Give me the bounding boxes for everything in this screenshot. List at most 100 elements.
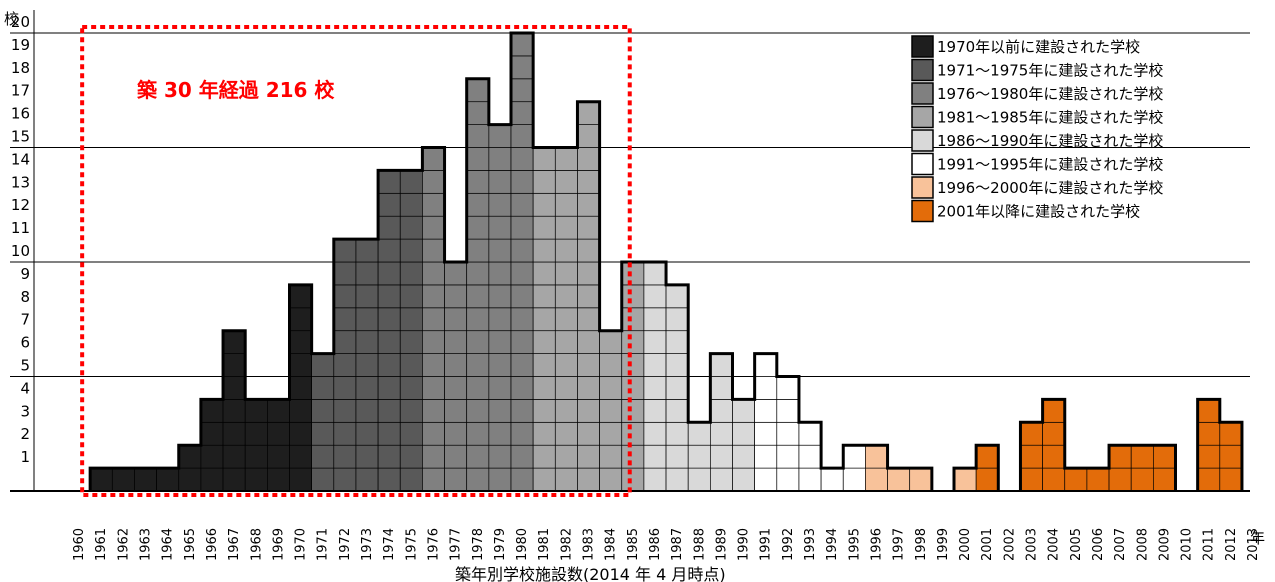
bar-cell [355,330,379,354]
x-tick-label: 1997 [892,528,907,561]
bar-cell [1197,444,1221,469]
bar-cell [355,467,379,492]
bar-cell [732,467,755,492]
bar-cell [532,170,556,194]
bar-cell [444,261,468,286]
bar-cell [178,467,202,492]
bar-cell [422,192,445,217]
x-tick-label: 2002 [1002,528,1017,561]
bar-cell [1130,444,1154,469]
x-tick-label: 2003 [1025,528,1040,561]
bar-cell [510,192,534,217]
bar-cell [665,376,689,400]
x-tick-label: 1984 [604,528,619,561]
bar-cell [510,170,534,194]
bar-cell [510,376,534,400]
bar-cell [377,192,401,217]
bar-cell [222,353,246,377]
bar-cell [577,147,600,171]
bar-cell [665,307,689,332]
x-tick-label: 1988 [692,528,707,561]
bar-cell [488,215,512,240]
x-tick-label: 1976 [426,528,441,561]
bar-cell [643,467,667,492]
bar-cell [510,124,534,148]
bar-cell [422,147,445,171]
bar-cell [399,307,423,332]
bar-cell [1108,467,1132,492]
bar-cell [510,147,534,171]
bar-cell [554,467,578,492]
bar-cell [754,467,778,492]
x-tick-label: 1964 [161,528,176,561]
bar-cell [865,444,888,469]
bar-cell [333,467,357,492]
bar-cell [377,261,401,286]
bar-cell [1152,444,1176,469]
y-tick-label: 11 [11,219,30,237]
bar-cell [466,238,490,263]
bar-cell [577,215,600,240]
x-tick-label: 1975 [404,528,419,561]
bar-cell [466,147,490,171]
bar-cell [577,170,600,194]
bar-cell [1219,421,1243,446]
bar-cell [621,261,645,286]
bar-cell [865,467,888,492]
bar-cell [289,353,312,377]
bar-cell [377,215,401,240]
x-tick-label: 1977 [449,528,464,561]
bar-cell [643,330,667,354]
bar-cell [488,421,512,446]
bar-cell [554,444,578,469]
bar-cell [444,399,468,423]
x-tick-label: 2013 [1246,528,1261,561]
bar-cell [621,353,645,377]
bar-cell [577,330,600,354]
bar-cell [665,444,689,469]
bar-cell [422,284,445,309]
bar-cell [399,215,423,240]
bar-cell [222,330,246,354]
bar-cell [466,467,490,492]
bar-cell [599,330,623,354]
annotation-label: 築 30 年経過 216 校 [136,78,335,102]
bar-cell [621,399,645,423]
bar-cell [1130,467,1154,492]
bar-cell [244,399,268,423]
bar-cell [510,55,534,80]
bar-cell [488,376,512,400]
bar-cell [311,353,335,377]
bar-cell [776,444,800,469]
x-tick-label: 1999 [936,528,951,561]
bar-cell [399,399,423,423]
bar-cell [422,238,445,263]
bar-cell [510,261,534,286]
x-tick-label: 1963 [139,528,154,561]
bar-cell [488,444,512,469]
bar-cell [953,467,977,492]
legend-swatch [911,129,934,152]
bar-cell [577,101,600,125]
bar-cell [709,399,733,423]
bar-cell [222,444,246,469]
bar-cell [554,238,578,263]
bar-cell [554,330,578,354]
bar-cell [222,376,246,400]
bar-cell [754,353,778,377]
legend-swatch [911,105,934,129]
x-tick-label: 1966 [205,528,220,561]
y-tick-label: 9 [20,265,30,283]
bar-cell [488,170,512,194]
x-tick-label: 1981 [537,528,552,561]
bar-cell [687,421,711,446]
bar-cell [422,376,445,400]
bar-cell [488,261,512,286]
bar-cell [444,467,468,492]
bar-cell [532,284,556,309]
bar-cell [488,330,512,354]
legend-label: 2001年以降に建設された学校 [937,203,1140,221]
y-tick-label: 19 [11,36,30,54]
legend-swatch [911,35,934,58]
